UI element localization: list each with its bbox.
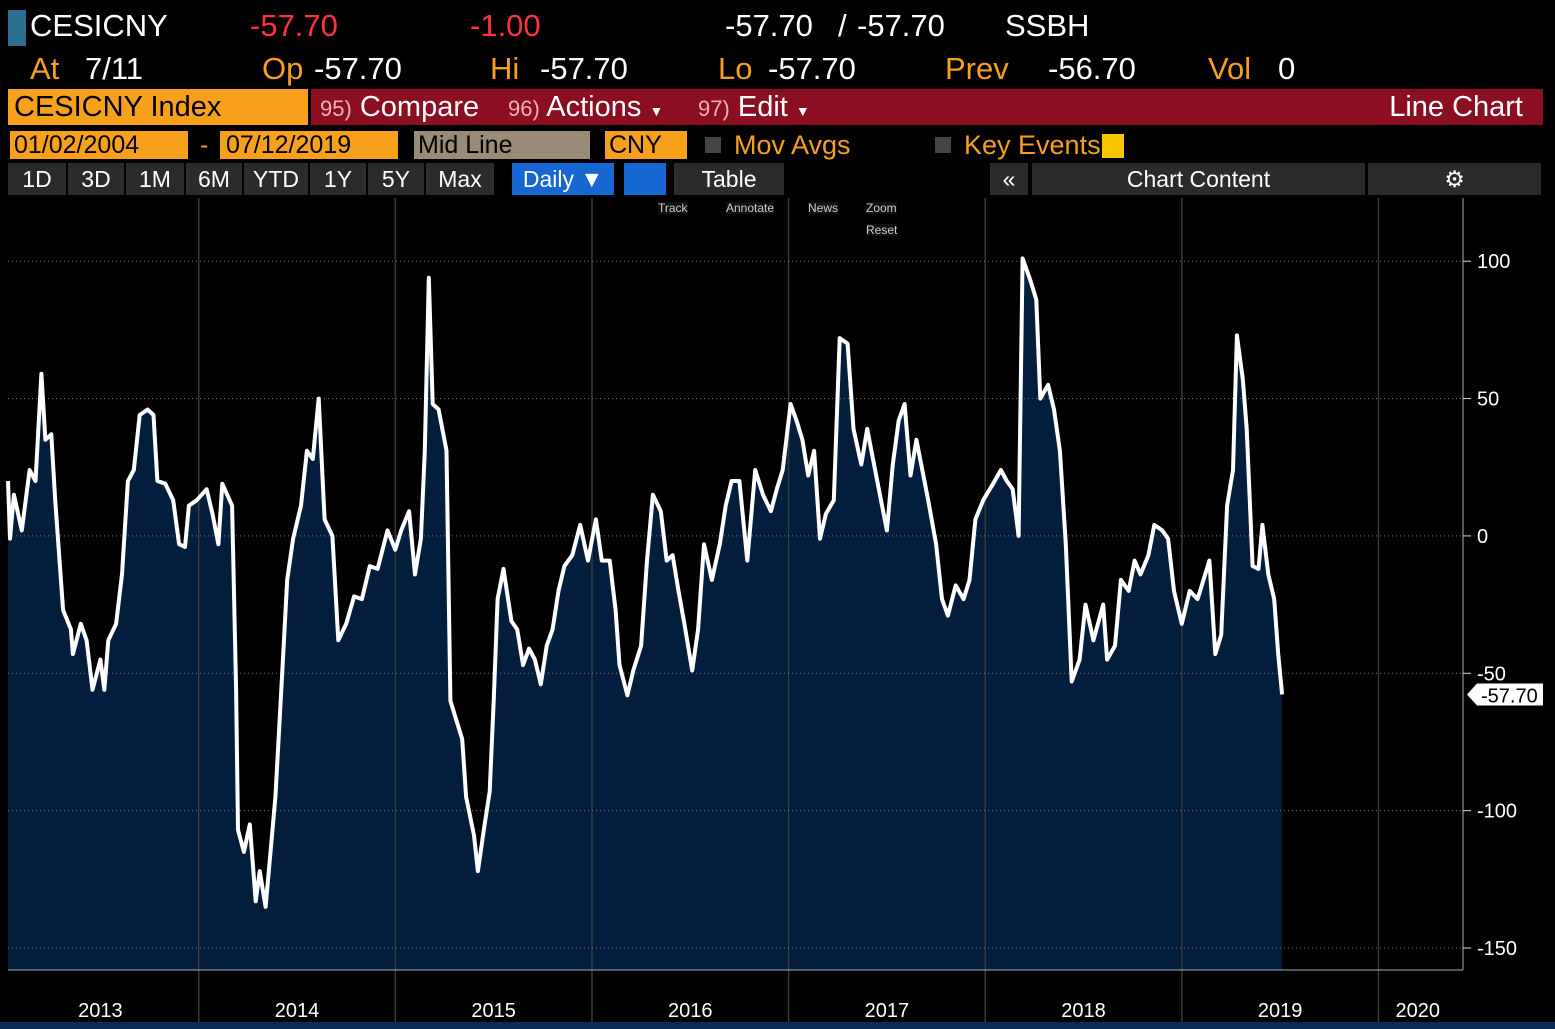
currency[interactable]: CNY	[605, 131, 687, 159]
vol: 0	[1278, 51, 1296, 86]
table-btn[interactable]: Table	[674, 163, 784, 195]
chart-tool[interactable]: News	[808, 201, 839, 215]
prev-label: Prev	[945, 51, 1009, 86]
y-tick-label: 0	[1477, 526, 1488, 548]
last-value-label: -57.70	[1481, 685, 1538, 707]
mov-avgs[interactable]: Mov Avgs	[734, 130, 851, 160]
checkbox[interactable]	[935, 137, 951, 153]
period-btn[interactable]: 1M	[126, 163, 184, 195]
date-sep: -	[200, 131, 209, 159]
lo: -57.70	[768, 51, 856, 86]
bottom-strip	[0, 1022, 1555, 1029]
bid-ask-sep: /	[838, 8, 847, 43]
ask: -57.70	[857, 8, 945, 43]
prev: -56.70	[1048, 51, 1136, 86]
x-tick-label: 2014	[275, 1000, 320, 1022]
info-icon[interactable]	[1102, 134, 1124, 158]
line-mode[interactable]: Mid Line	[414, 131, 590, 159]
x-tick-label: 2017	[865, 1000, 910, 1022]
period-btn[interactable]: 6M	[186, 163, 242, 195]
last: -57.70	[250, 8, 338, 43]
bid: -57.70	[725, 8, 813, 43]
compare-btn[interactable]: 95) Compare	[320, 93, 479, 122]
actions: Actions	[546, 91, 642, 123]
compare-num: 95)	[320, 96, 352, 121]
checkbox[interactable]	[705, 137, 721, 153]
at-label: At	[30, 51, 60, 86]
x-tick-label: 2020	[1396, 1000, 1441, 1022]
source: SSBH	[1005, 8, 1090, 43]
line	[6, 256, 1285, 909]
period-btn[interactable]: Max	[426, 163, 494, 195]
y-tick-label: 100	[1477, 251, 1510, 273]
period-btn[interactable]: 1Y	[310, 163, 366, 195]
edit-num: 97)	[698, 96, 730, 121]
hi: -57.70	[540, 51, 628, 86]
edit-btn[interactable]: 97) Edit ▼	[698, 93, 810, 122]
at: 7/11	[85, 51, 144, 86]
menu-bar	[311, 89, 1543, 125]
actions-btn[interactable]: 96) Actions ▼	[508, 93, 663, 122]
chart-tool[interactable]: Track	[658, 201, 688, 215]
last-value-marker	[1467, 683, 1543, 706]
edit: Edit	[737, 91, 788, 123]
key-events[interactable]: Key Events	[964, 130, 1101, 160]
x-tick-label: 2013	[78, 1000, 123, 1022]
settings[interactable]: ⚙	[1368, 163, 1541, 195]
end-date[interactable]: 07/12/2019	[220, 131, 398, 159]
security-field[interactable]: CESICNY Index	[8, 89, 308, 125]
change: -1.00	[470, 8, 541, 43]
compare: Compare	[359, 91, 480, 123]
op: -57.70	[314, 51, 402, 86]
y-tick-label: -150	[1477, 938, 1517, 960]
op-label: Op	[262, 51, 304, 86]
x-tick-label: 2018	[1061, 1000, 1106, 1022]
ticker: CESICNY	[30, 8, 168, 43]
hi-label: Hi	[490, 51, 520, 86]
y-tick-label: -50	[1477, 663, 1506, 685]
chart-tool[interactable]: Zoom	[866, 201, 897, 215]
x-tick-label: 2015	[471, 1000, 516, 1022]
start-date[interactable]: 01/02/2004	[10, 131, 188, 159]
chart-content[interactable]: Chart Content	[1032, 163, 1365, 195]
chart-type: Line Chart	[1389, 91, 1523, 123]
x-tick-label: 2016	[668, 1000, 713, 1022]
collapse-btn[interactable]: «	[990, 163, 1028, 195]
frequency[interactable]: Daily ▼	[512, 163, 614, 195]
area	[8, 258, 1283, 970]
ticker-marker	[8, 10, 26, 46]
lo-label: Lo	[718, 51, 753, 86]
y-tick-label: 50	[1477, 389, 1499, 411]
caret: ▼	[795, 103, 810, 119]
period-btn[interactable]: YTD	[244, 163, 308, 195]
period-btn[interactable]: 3D	[68, 163, 124, 195]
vol-label: Vol	[1208, 51, 1252, 86]
actions-num: 96)	[508, 96, 540, 121]
chart-icon[interactable]	[624, 163, 666, 195]
period-btn[interactable]: 1D	[8, 163, 66, 195]
chart-tool[interactable]: Annotate	[726, 201, 775, 215]
x-tick-label: 2019	[1258, 1000, 1303, 1022]
period-btn[interactable]: 5Y	[368, 163, 424, 195]
chart-tool[interactable]: Reset	[866, 223, 898, 237]
y-tick-label: -100	[1477, 801, 1517, 823]
caret: ▼	[649, 103, 664, 119]
